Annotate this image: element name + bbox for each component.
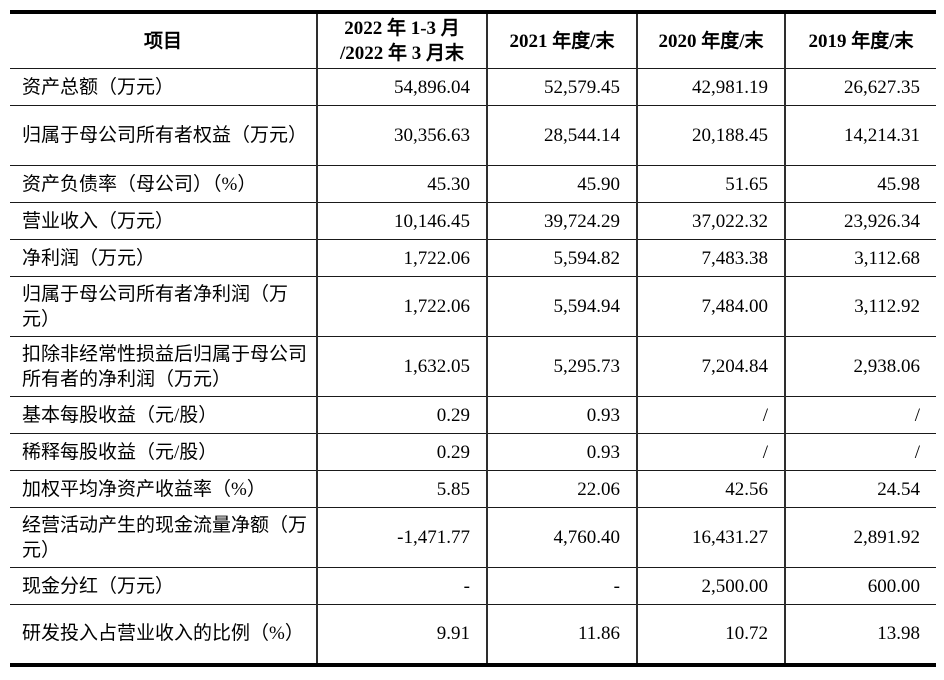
cell-value: - <box>486 567 637 605</box>
cell-value: / <box>636 396 785 434</box>
table-row: 稀释每股收益（元/股） 0.29 0.93 / / <box>10 433 936 471</box>
row-label: 基本每股收益（元/股） <box>10 396 317 434</box>
cell-value: 10,146.45 <box>316 202 487 240</box>
cell-value: 5.85 <box>316 470 487 508</box>
cell-value: - <box>316 567 487 605</box>
cell-value: 11.86 <box>486 604 637 665</box>
cell-value: 42,981.19 <box>636 68 785 106</box>
row-label: 净利润（万元） <box>10 239 317 277</box>
cell-value: 2,938.06 <box>784 336 936 397</box>
cell-value: 20,188.45 <box>636 105 785 166</box>
cell-value: / <box>784 396 936 434</box>
cell-value: 45.98 <box>784 165 936 203</box>
cell-value: -1,471.77 <box>316 507 487 568</box>
row-label: 现金分红（万元） <box>10 567 317 605</box>
cell-value: 28,544.14 <box>486 105 637 166</box>
table-row: 加权平均净资产收益率（%） 5.85 22.06 42.56 24.54 <box>10 470 936 508</box>
cell-value: 7,484.00 <box>636 276 785 337</box>
row-label: 资产负债率（母公司）（%） <box>10 165 317 203</box>
cell-value: 45.90 <box>486 165 637 203</box>
row-label: 研发投入占营业收入的比例（%） <box>10 604 317 665</box>
cell-value: 24.54 <box>784 470 936 508</box>
cell-value: 5,594.82 <box>486 239 637 277</box>
cell-value: 14,214.31 <box>784 105 936 166</box>
row-label: 稀释每股收益（元/股） <box>10 433 317 471</box>
table-row: 归属于母公司所有者权益（万元） 30,356.63 28,544.14 20,1… <box>10 105 936 166</box>
cell-value: 7,204.84 <box>636 336 785 397</box>
cell-value: 2,891.92 <box>784 507 936 568</box>
row-label: 归属于母公司所有者净利润（万元） <box>10 276 317 337</box>
cell-value: 51.65 <box>636 165 785 203</box>
cell-value: 10.72 <box>636 604 785 665</box>
row-label: 归属于母公司所有者权益（万元） <box>10 105 317 166</box>
financial-summary-table: 项目 2022 年 1-3 月 /2022 年 3 月末 2021 年度/末 2… <box>10 10 936 667</box>
column-header-2022q1: 2022 年 1-3 月 /2022 年 3 月末 <box>316 12 487 69</box>
table-row: 扣除非经常性损益后归属于母公司所有者的净利润（万元） 1,632.05 5,29… <box>10 336 936 397</box>
cell-value: 5,295.73 <box>486 336 637 397</box>
cell-value: 16,431.27 <box>636 507 785 568</box>
cell-value: 26,627.35 <box>784 68 936 106</box>
row-label: 扣除非经常性损益后归属于母公司所有者的净利润（万元） <box>10 336 317 397</box>
table-row: 资产负债率（母公司）（%） 45.30 45.90 51.65 45.98 <box>10 165 936 203</box>
cell-value: 3,112.68 <box>784 239 936 277</box>
cell-value: / <box>636 433 785 471</box>
cell-value: 42.56 <box>636 470 785 508</box>
cell-value: 0.93 <box>486 396 637 434</box>
table-row: 净利润（万元） 1,722.06 5,594.82 7,483.38 3,112… <box>10 239 936 277</box>
column-header-2021: 2021 年度/末 <box>486 12 637 69</box>
cell-value: 600.00 <box>784 567 936 605</box>
row-label: 营业收入（万元） <box>10 202 317 240</box>
row-label: 加权平均净资产收益率（%） <box>10 470 317 508</box>
cell-value: 52,579.45 <box>486 68 637 106</box>
column-header-item: 项目 <box>143 30 182 52</box>
cell-value: 4,760.40 <box>486 507 637 568</box>
row-label: 资产总额（万元） <box>10 68 317 106</box>
row-label: 经营活动产生的现金流量净额（万元） <box>10 507 317 568</box>
cell-value: 22.06 <box>486 470 637 508</box>
cell-value: 1,632.05 <box>316 336 487 397</box>
table-row: 现金分红（万元） - - 2,500.00 600.00 <box>10 567 936 605</box>
cell-value: 39,724.29 <box>486 202 637 240</box>
cell-value: 30,356.63 <box>316 105 487 166</box>
table-row: 经营活动产生的现金流量净额（万元） -1,471.77 4,760.40 16,… <box>10 507 936 568</box>
cell-value: 1,722.06 <box>316 276 487 337</box>
column-header-2020: 2020 年度/末 <box>636 12 785 69</box>
cell-value: 0.29 <box>316 433 487 471</box>
cell-value: 2,500.00 <box>636 567 785 605</box>
column-header-2019: 2019 年度/末 <box>784 12 936 69</box>
table-row: 资产总额（万元） 54,896.04 52,579.45 42,981.19 2… <box>10 68 936 106</box>
cell-value: 13.98 <box>784 604 936 665</box>
table-row: 营业收入（万元） 10,146.45 39,724.29 37,022.32 2… <box>10 202 936 240</box>
table-row: 基本每股收益（元/股） 0.29 0.93 / / <box>10 396 936 434</box>
cell-value: 5,594.94 <box>486 276 637 337</box>
cell-value: 23,926.34 <box>784 202 936 240</box>
cell-value: 37,022.32 <box>636 202 785 240</box>
cell-value: 45.30 <box>316 165 487 203</box>
cell-value: 9.91 <box>316 604 487 665</box>
cell-value: / <box>784 433 936 471</box>
table-row: 研发投入占营业收入的比例（%） 9.91 11.86 10.72 13.98 <box>10 604 936 665</box>
cell-value: 54,896.04 <box>316 68 487 106</box>
header-row: 项目 2022 年 1-3 月 /2022 年 3 月末 2021 年度/末 2… <box>10 12 936 69</box>
cell-value: 7,483.38 <box>636 239 785 277</box>
cell-value: 0.93 <box>486 433 637 471</box>
cell-value: 3,112.92 <box>784 276 936 337</box>
cell-value: 0.29 <box>316 396 487 434</box>
cell-value: 1,722.06 <box>316 239 487 277</box>
table-row: 归属于母公司所有者净利润（万元） 1,722.06 5,594.94 7,484… <box>10 276 936 337</box>
